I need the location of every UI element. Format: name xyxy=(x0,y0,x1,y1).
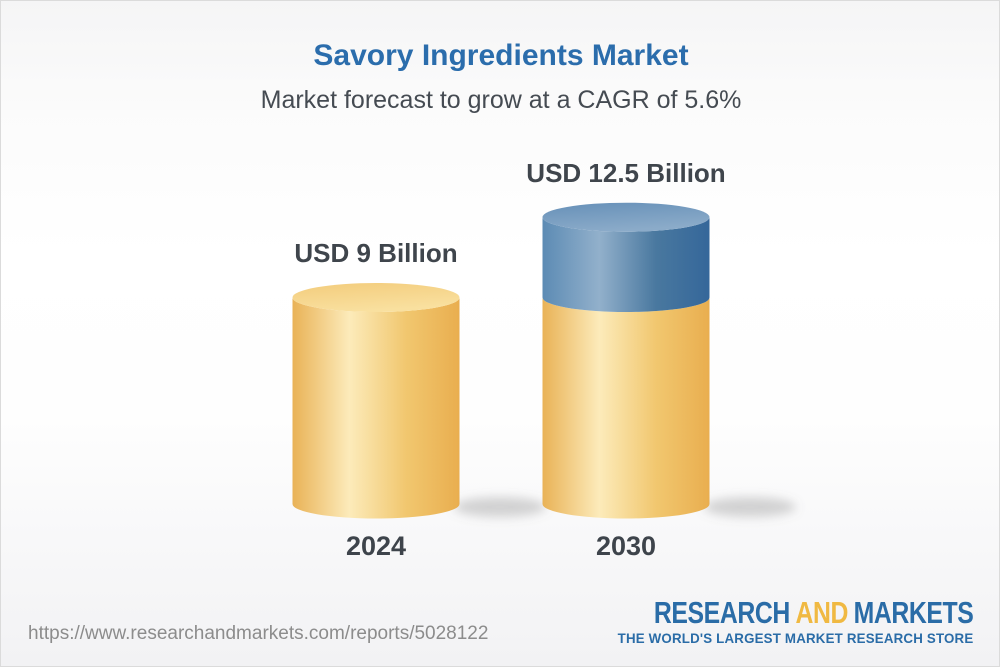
cylinder-shadow-2024 xyxy=(454,497,546,517)
cylinder-growth-segment-2030 xyxy=(542,217,710,312)
logo-tagline: THE WORLD'S LARGEST MARKET RESEARCH STOR… xyxy=(617,630,973,646)
value-label-2024: USD 9 Billion xyxy=(294,238,458,268)
cylinder-shadow-2030 xyxy=(704,497,796,517)
report-url: https://www.researchandmarkets.com/repor… xyxy=(28,623,489,644)
chart-subtitle: Market forecast to grow at a CAGR of 5.6… xyxy=(260,86,742,114)
logo-wordmark: RESEARCH AND MARKETS xyxy=(653,597,973,629)
value-label-2030: USD 12.5 Billion xyxy=(526,157,726,188)
year-label-2030: 2030 xyxy=(595,531,657,561)
logo-word-markets: MARKETS xyxy=(853,595,973,630)
logo-word-research: RESEARCH xyxy=(653,595,790,630)
year-label-2024: 2024 xyxy=(345,531,407,561)
chart-title: Savory Ingredients Market xyxy=(313,39,689,72)
cylinder-top-face-2024 xyxy=(292,283,460,312)
research-and-markets-logo: RESEARCH AND MARKETS THE WORLD'S LARGEST M… xyxy=(574,597,973,647)
cylinder-base-segment-2030 xyxy=(542,297,710,519)
logo-word-and: AND xyxy=(795,595,848,630)
cylinder-base-segment-2024 xyxy=(292,297,460,519)
cylinder-top-face-2030 xyxy=(542,202,710,232)
